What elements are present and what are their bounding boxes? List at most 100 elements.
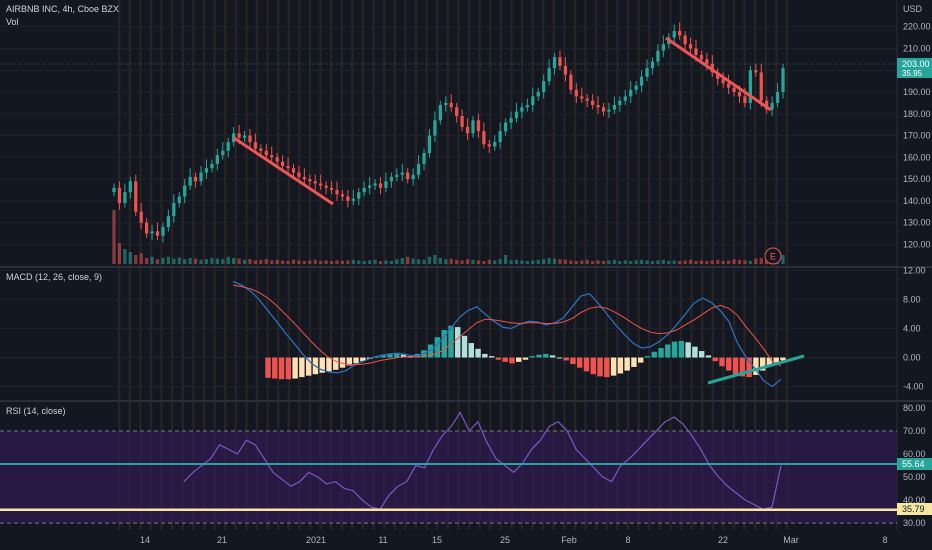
volume-bar	[726, 260, 731, 264]
session-stripe	[467, 0, 471, 530]
downtrend-line-1[interactable]	[233, 136, 334, 206]
macd-histogram-bar	[265, 357, 271, 378]
macd-histogram-bar	[678, 340, 685, 358]
volume-bar	[145, 258, 149, 264]
candle-body	[134, 181, 138, 212]
candle-body	[765, 100, 769, 110]
time-tick-label: Mar	[783, 535, 799, 545]
volume-bar	[232, 258, 236, 264]
macd-histogram-bar	[590, 357, 596, 375]
candle-body	[781, 68, 785, 93]
macd-axis-ticks: -4.00 0.00 4.00 8.00 12.00	[903, 266, 926, 392]
price-candles[interactable]	[112, 22, 785, 243]
candle-body	[416, 163, 421, 175]
rsi-line[interactable]	[183, 411, 782, 510]
volume-label: Vol	[6, 17, 19, 27]
macd-histogram-bar	[482, 353, 488, 358]
session-stripe	[531, 0, 534, 530]
volume-bar	[302, 261, 306, 264]
macd-histogram-bar	[427, 344, 434, 358]
volume-bar	[123, 249, 127, 264]
volume-bar	[661, 259, 665, 264]
candle-body	[547, 68, 551, 82]
macd-histogram-bar	[671, 341, 678, 358]
session-stripe	[764, 0, 767, 530]
volume-bar	[514, 259, 519, 264]
macd-histogram-bar	[278, 357, 285, 380]
macd-histogram-bar	[624, 357, 630, 371]
volume-bar	[264, 259, 268, 264]
volume-bar	[395, 259, 399, 264]
candle-body	[362, 187, 366, 193]
volume-bar	[471, 259, 475, 264]
price-trendlines[interactable]	[233, 36, 772, 206]
volume-bar	[155, 259, 160, 264]
candle-body	[427, 135, 432, 153]
macd-histogram-bar	[380, 355, 386, 358]
macd-trendline[interactable]	[707, 354, 805, 385]
session-stripe	[192, 0, 195, 530]
volume-bar	[389, 261, 394, 264]
volume-bar	[193, 258, 198, 264]
candle-body	[471, 120, 475, 134]
symbol-title: AIRBNB INC, 4h, Cboe BZX	[6, 4, 119, 14]
time-tick-label: Feb	[561, 535, 577, 545]
candle-body	[536, 92, 540, 97]
candle-body	[166, 216, 171, 227]
volume-bar	[221, 259, 225, 264]
time-tick-label: 14	[140, 535, 150, 545]
price-tick-label: 210.00	[903, 43, 931, 53]
volume-bar	[509, 260, 513, 264]
macd-histogram-bar	[394, 353, 400, 358]
candle-body	[297, 172, 301, 177]
macd-histogram-bar	[637, 357, 644, 363]
volume-bar	[645, 260, 649, 264]
session-stripe	[139, 0, 142, 530]
candle-body	[743, 96, 747, 103]
downtrend-line-2[interactable]	[665, 36, 772, 112]
volume-bar	[199, 259, 203, 264]
session-stripe	[595, 0, 598, 530]
volume-bar	[237, 258, 241, 264]
macd-histogram-bar	[570, 357, 576, 365]
volume-bar	[270, 260, 274, 264]
session-stripe	[690, 0, 693, 530]
macd-tick-label: 12.00	[903, 266, 926, 276]
macd-histogram-bar	[502, 357, 508, 362]
volume-bar	[688, 259, 693, 264]
candle-body	[302, 176, 306, 180]
macd-signal-line[interactable]	[232, 284, 782, 367]
candle-body	[248, 135, 252, 143]
session-stripe	[552, 0, 555, 530]
rsi-tick-label: 80.00	[903, 403, 926, 413]
price-tick-label: 180.00	[903, 109, 931, 119]
volume-bar	[683, 260, 687, 264]
macd-line[interactable]	[232, 280, 782, 388]
candle-body	[161, 226, 165, 236]
candle-body	[319, 183, 323, 186]
candle-body	[618, 100, 622, 106]
volume-bar	[531, 260, 535, 264]
volume-bar	[694, 261, 698, 264]
macd-histogram-bar	[597, 357, 603, 377]
session-stripe	[436, 0, 439, 530]
macd-histogram-bar	[455, 327, 461, 358]
macd-histogram-bar	[549, 355, 556, 358]
candle-body	[629, 89, 633, 97]
price-tick-label: 170.00	[903, 131, 931, 141]
candle-body	[444, 102, 448, 106]
volume-bar	[172, 258, 176, 264]
volume-bar	[384, 260, 388, 264]
earnings-marker[interactable]: E	[764, 247, 782, 265]
candle-body	[748, 70, 752, 103]
macd-histogram-bar	[543, 353, 549, 358]
volume-bar	[487, 259, 491, 264]
candle-body	[558, 57, 562, 66]
candle-body	[155, 231, 160, 236]
price-tick-label: 150.00	[903, 174, 931, 184]
candle-body	[286, 166, 290, 169]
macd-histogram-bar	[759, 357, 766, 371]
candle-body	[270, 155, 274, 158]
candle-body	[678, 31, 682, 36]
